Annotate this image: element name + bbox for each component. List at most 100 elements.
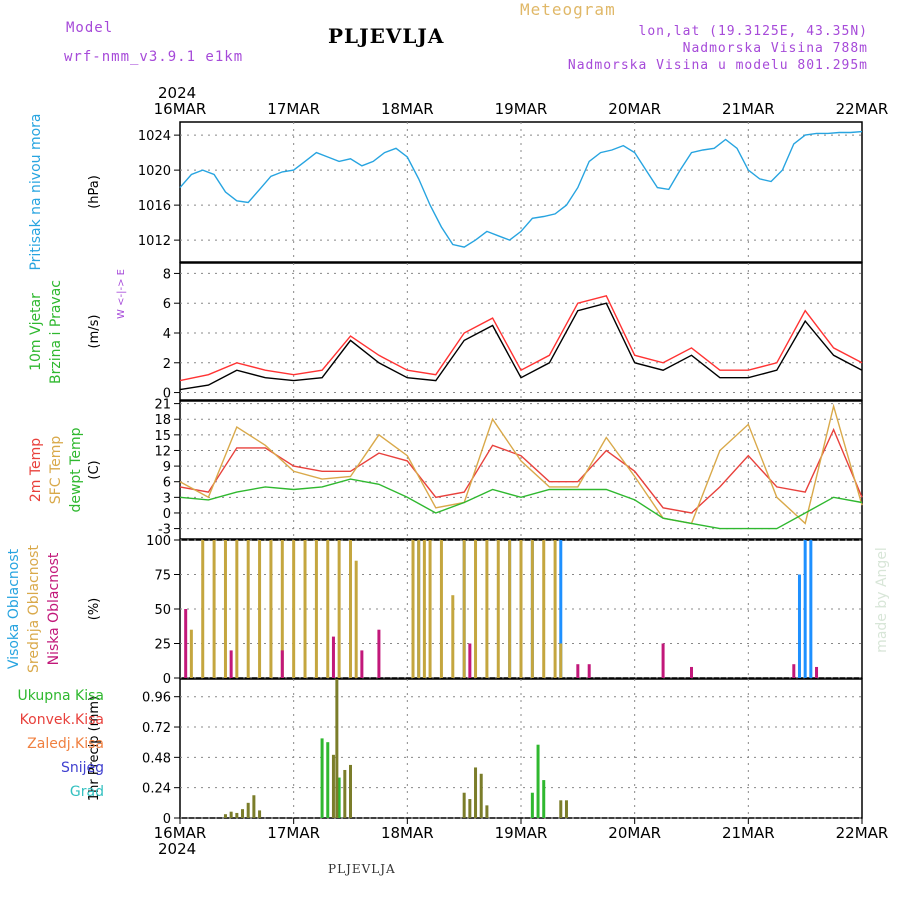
cloud-bar: [797, 574, 801, 678]
cloud-bar: [690, 666, 693, 678]
elevation-text: Nadmorska Visina 788m: [682, 41, 868, 56]
cloud-bar: [229, 650, 233, 678]
y-tick-label: 4: [163, 327, 171, 342]
model-label: Model: [66, 20, 114, 36]
precip-bar: [530, 792, 534, 818]
y-tick-label: 50: [154, 603, 171, 618]
precip-bar: [337, 777, 341, 818]
x-axis: 16MAR 16MAR 17MAR 17MAR 18MAR 18MAR 19MAR 19MAR…: [154, 84, 889, 858]
precip-bar: [235, 812, 239, 818]
wind-line: [179, 302, 863, 391]
y-tick-label: 0: [163, 812, 171, 827]
y-tick-label: 6: [163, 297, 171, 312]
cloud-bar: [280, 650, 284, 678]
cloud-bar: [377, 629, 381, 678]
y-tick-label: 21: [154, 398, 171, 413]
cloud-bar: [223, 540, 227, 678]
y-tick-label: 2: [163, 357, 171, 372]
cloud-bar: [559, 643, 563, 678]
precip-bar: [335, 679, 339, 818]
cloud-bar: [184, 609, 188, 678]
top-date-label: 16MAR: [154, 100, 207, 118]
y-tick-label: 0: [163, 387, 171, 402]
bottom-date-label: 22MAR: [836, 824, 889, 842]
cloud-bar: [803, 540, 807, 678]
precip-bar: [462, 792, 466, 818]
precip-bar: [474, 767, 478, 818]
bottom-date-label: 18MAR: [381, 824, 434, 842]
bottom-date-label: 17MAR: [267, 824, 320, 842]
station-title: PLJEVLJA: [328, 24, 445, 48]
y-tick-label: 0.48: [142, 751, 171, 766]
cloud-bar: [314, 540, 318, 678]
precip-bar: [349, 764, 352, 818]
y-tick-label: 1020: [138, 164, 171, 179]
top-date-label: 17MAR: [267, 100, 320, 118]
cloud-bar: [246, 540, 250, 678]
y-tick-label: 6: [163, 476, 171, 491]
precip-bar: [223, 814, 227, 818]
cloud-bar: [451, 595, 455, 678]
cloud-ylabel: (%): [87, 598, 102, 621]
cloud-bar: [354, 560, 358, 678]
cloud-bar: [792, 664, 796, 678]
cloud-bar: [349, 540, 352, 678]
top-date-label: 19MAR: [495, 100, 548, 118]
y-tick-label: 1016: [138, 199, 171, 214]
pressure-ylabel: (hPa): [87, 175, 102, 209]
y-tick-label: 0: [163, 672, 171, 687]
cloud-bar: [474, 540, 478, 678]
precip-bar: [564, 800, 568, 818]
cloud-bar: [542, 540, 546, 678]
model-elevation-text: Nadmorska Visina u modelu 801.295m: [567, 58, 868, 73]
cloud-bar: [337, 540, 341, 678]
cloud-bar: [809, 540, 813, 678]
precip-bar: [229, 811, 233, 818]
cloud-bar: [258, 540, 262, 678]
precip-legend-item: Zaledj.Kisa: [27, 736, 104, 752]
cloud-bar: [462, 540, 466, 678]
cloud-bar: [269, 540, 273, 678]
watermark: made by Angel: [874, 547, 890, 653]
cloud-bar: [428, 540, 432, 678]
precip-bar: [326, 742, 330, 818]
precip-bar: [331, 754, 335, 818]
precip-bar: [536, 744, 540, 818]
cloud-bar: [303, 540, 307, 678]
y-tick-label: 100: [146, 534, 171, 549]
precip-bar: [559, 800, 563, 818]
precip-legend-item: Grad: [70, 784, 104, 800]
cloud-bar: [235, 540, 239, 678]
y-tick-label: 25: [154, 638, 171, 653]
cloud-bar: [553, 540, 557, 678]
wind-side-label-1: 10m Vjetar: [28, 293, 44, 371]
cloud-bar: [411, 540, 415, 678]
precip-bar: [343, 769, 347, 818]
y-tick-label: 1012: [138, 234, 171, 249]
footer-station: PLJEVLJA: [328, 862, 396, 876]
cloud-bar: [201, 540, 205, 678]
dewpt-temp-line: [179, 478, 863, 530]
cloud-bar: [439, 540, 443, 678]
y-tick-label: 12: [154, 444, 171, 459]
top-date-label: 18MAR: [381, 100, 434, 118]
wind-ylabel: (m/s): [87, 315, 102, 349]
precip-legend-item: Ukupna Kisa: [17, 688, 104, 704]
pressure-panel: 1012 1016 1020 1024 (hPa): [87, 121, 863, 263]
wind-panel: 0 2 4 6 8 (m/s): [87, 262, 863, 402]
cloud-bar: [292, 540, 296, 678]
bottom-year-label: 2024: [158, 840, 196, 858]
pressure-line: [179, 130, 863, 248]
temperature-frame: [179, 400, 863, 540]
precip-bar: [241, 809, 245, 818]
cloud-bar: [576, 664, 580, 678]
cloud-bar: [417, 540, 421, 678]
precip-panel: 0 0.24 0.48 0.72 0.96 1hr Precip (mm): [87, 678, 863, 827]
cloud-bar: [661, 643, 665, 678]
cloud-bar: [331, 636, 335, 678]
top-date-label: 21MAR: [722, 100, 775, 118]
y-tick-label: 75: [154, 569, 171, 584]
top-date-label: 22MAR: [836, 100, 889, 118]
